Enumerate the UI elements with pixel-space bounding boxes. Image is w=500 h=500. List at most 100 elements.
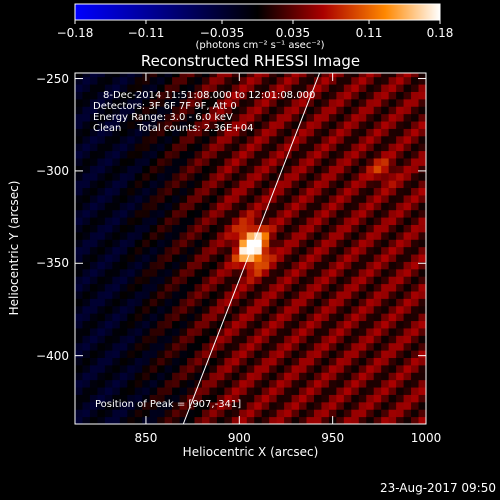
heatmap-cell: [201, 327, 210, 336]
heatmap-cell: [381, 268, 390, 277]
heatmap-cell: [216, 305, 225, 314]
heatmap-cell: [112, 313, 121, 322]
heatmap-cell: [119, 268, 128, 277]
heatmap-cell: [366, 165, 375, 174]
heatmap-cell: [418, 335, 426, 344]
heatmap-cell: [313, 143, 322, 152]
heatmap-cell: [119, 394, 128, 403]
heatmap-cell: [134, 239, 143, 248]
heatmap-cell: [299, 416, 308, 424]
heatmap-cell: [246, 224, 255, 233]
heatmap-cell: [172, 290, 181, 299]
heatmap-cell: [75, 231, 83, 240]
heatmap-cell: [276, 91, 285, 100]
heatmap-cell: [104, 335, 113, 344]
heatmap-cell: [321, 254, 330, 262]
heatmap-cell: [343, 254, 352, 262]
heatmap-cell: [343, 357, 352, 366]
heatmap-cell: [388, 268, 397, 277]
heatmap-cell: [172, 364, 181, 373]
colorbar-tick-labels: −0.18 −0.11 −0.035 0.035 0.11 0.18: [0, 27, 500, 41]
heatmap-cell: [358, 91, 367, 100]
heatmap-cell: [75, 254, 83, 262]
heatmap-cell: [351, 180, 360, 189]
heatmap-cell: [306, 298, 315, 307]
heatmap-cell: [411, 268, 420, 277]
heatmap-cell: [261, 394, 270, 403]
heatmap-cell: [194, 350, 203, 358]
heatmap-cell: [403, 150, 412, 159]
heatmap-cell: [246, 298, 255, 307]
heatmap-cell: [254, 261, 263, 270]
heatmap-cell: [358, 387, 367, 395]
heatmap-cell: [172, 357, 181, 366]
heatmap-cell: [239, 261, 248, 270]
heatmap-cell: [142, 106, 151, 115]
heatmap-cell: [112, 350, 121, 358]
heatmap-cell: [284, 320, 293, 329]
heatmap-cell: [187, 209, 195, 218]
heatmap-cell: [246, 335, 255, 344]
heatmap-cell: [254, 416, 263, 424]
heatmap-cell: [172, 298, 181, 307]
heatmap-cell: [142, 283, 151, 292]
heatmap-cell: [269, 180, 278, 189]
heatmap-cell: [82, 379, 91, 388]
heatmap-cell: [239, 357, 248, 366]
heatmap-cell: [134, 98, 143, 107]
heatmap-cell: [313, 194, 322, 203]
heatmap-cell: [246, 320, 255, 329]
heatmap-cell: [97, 187, 106, 196]
heatmap-cell: [306, 209, 315, 218]
heatmap-cell: [291, 313, 300, 322]
heatmap-cell: [254, 357, 263, 366]
heatmap-cell: [403, 172, 412, 181]
heatmap-cell: [284, 261, 293, 270]
heatmap-cell: [306, 305, 315, 314]
heatmap-cell: [82, 209, 91, 218]
heatmap-cell: [134, 246, 143, 255]
heatmap-cell: [231, 401, 240, 410]
heatmap-cell: [216, 91, 225, 100]
heatmap-cell: [172, 379, 181, 388]
heatmap-cell: [321, 187, 330, 196]
heatmap-cell: [381, 350, 390, 358]
heatmap-cell: [388, 327, 397, 336]
heatmap-cell: [142, 239, 151, 248]
heatmap-cell: [164, 180, 173, 189]
heatmap-cell: [82, 327, 91, 336]
heatmap-cell: [306, 165, 315, 174]
heatmap-cell: [224, 305, 233, 314]
heatmap-cell: [89, 231, 98, 240]
heatmap-cell: [119, 76, 128, 85]
heatmap-cell: [328, 187, 337, 196]
heatmap-cell: [291, 401, 300, 410]
heatmap-cell: [261, 209, 270, 218]
heatmap-cell: [306, 379, 315, 388]
heatmap-cell: [254, 113, 263, 122]
heatmap-cell: [336, 150, 345, 159]
heatmap-cell: [276, 165, 285, 174]
heatmap-cell: [373, 73, 382, 78]
heatmap-cell: [418, 202, 426, 211]
heatmap-cell: [172, 246, 181, 255]
heatmap-cell: [97, 113, 106, 122]
heatmap-cell: [209, 209, 218, 218]
heatmap-cell: [321, 387, 330, 395]
heatmap-cell: [246, 98, 255, 107]
heatmap-cell: [418, 342, 426, 351]
heatmap-cell: [179, 239, 188, 248]
heatmap-cell: [112, 224, 121, 233]
heatmap-cell: [366, 202, 375, 211]
heatmap-cell: [246, 231, 255, 240]
heatmap-cell: [246, 143, 255, 152]
heatmap-cell: [224, 135, 233, 144]
heatmap-cell: [411, 194, 420, 203]
heatmap-cell: [89, 239, 98, 248]
heatmap-cell: [351, 135, 360, 144]
heatmap-cell: [291, 387, 300, 395]
heatmap-cell: [328, 283, 337, 292]
heatmap-cell: [269, 202, 278, 211]
heatmap-cell: [336, 202, 345, 211]
heatmap-cell: [179, 342, 188, 351]
